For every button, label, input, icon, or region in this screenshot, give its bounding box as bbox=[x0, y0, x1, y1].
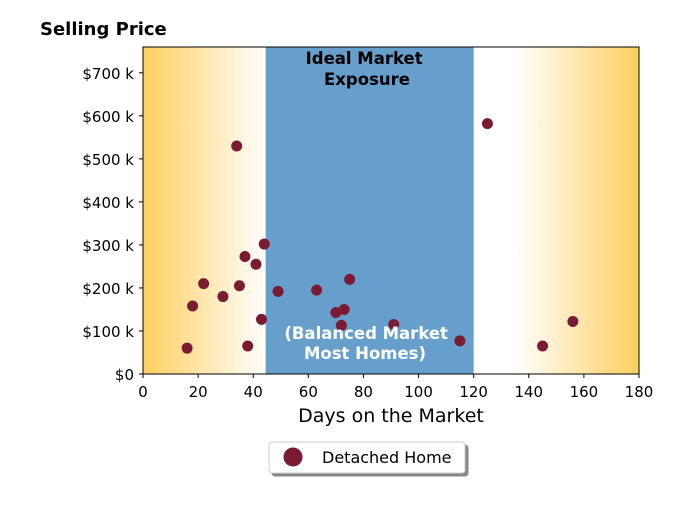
ideal-market-band bbox=[265, 47, 474, 374]
y-tick-label: $700 k bbox=[82, 65, 134, 83]
data-point-3 bbox=[198, 278, 210, 290]
x-tick-label: 20 bbox=[189, 383, 208, 401]
plot-frame bbox=[142, 46, 640, 375]
y-tick-label: $400 k bbox=[82, 194, 134, 212]
data-point-1 bbox=[181, 342, 193, 354]
data-point-8 bbox=[242, 340, 254, 352]
x-tick-label: 160 bbox=[570, 383, 599, 401]
y-tick-label: $200 k bbox=[82, 280, 134, 298]
x-tick-label: 100 bbox=[404, 383, 433, 401]
x-tick-label: 140 bbox=[514, 383, 543, 401]
band-label-line-1: Ideal Market bbox=[306, 49, 423, 68]
data-point-2 bbox=[187, 300, 199, 312]
x-tick-label: 60 bbox=[299, 383, 318, 401]
band-label-line-2: Exposure bbox=[324, 70, 410, 89]
legend-label: Detached Home bbox=[322, 448, 452, 467]
annotation-line-1: (Balanced Market bbox=[284, 324, 448, 343]
x-tick-label: 80 bbox=[354, 383, 373, 401]
x-axis-title: Days on the Market bbox=[298, 405, 484, 427]
legend: Detached Home bbox=[268, 441, 466, 474]
data-point-15 bbox=[335, 319, 347, 331]
data-point-13 bbox=[311, 284, 323, 296]
data-point-20 bbox=[481, 118, 493, 130]
data-point-17 bbox=[344, 273, 356, 285]
legend-marker bbox=[283, 447, 303, 467]
legend-box bbox=[268, 441, 466, 474]
y-tick-label: $500 k bbox=[82, 151, 134, 169]
band-label: Ideal Market Exposure bbox=[306, 49, 429, 89]
data-point-16 bbox=[338, 303, 350, 315]
y-axis: $0 $100 k $200 k $300 k $400 k $500 k $600 k $7… bbox=[82, 65, 143, 384]
annotation: (Balanced Market Most Homes) bbox=[284, 324, 453, 363]
x-axis: 0 20 40 60 80 100 120 140 160 180 bbox=[138, 374, 653, 401]
data-point-18 bbox=[388, 319, 400, 331]
x-tick-label: 40 bbox=[244, 383, 263, 401]
data-point-19 bbox=[454, 335, 466, 347]
x-tick-label: 0 bbox=[138, 383, 148, 401]
data-point-14 bbox=[330, 306, 342, 318]
data-point-4 bbox=[217, 291, 229, 303]
chart-title: Selling Price bbox=[40, 19, 167, 40]
y-tick-label: $600 k bbox=[82, 108, 134, 126]
data-point-6 bbox=[233, 280, 245, 292]
x-tick-label: 180 bbox=[625, 383, 654, 401]
data-point-7 bbox=[239, 251, 251, 263]
data-point-11 bbox=[258, 238, 270, 250]
data-point-9 bbox=[250, 258, 262, 270]
x-tick-label: 120 bbox=[459, 383, 488, 401]
data-point-22 bbox=[567, 316, 579, 328]
y-tick-label: $100 k bbox=[82, 323, 134, 341]
y-tick-label: $300 k bbox=[82, 237, 134, 255]
data-point-5 bbox=[231, 140, 243, 152]
data-points bbox=[181, 118, 579, 354]
data-point-10 bbox=[255, 313, 267, 325]
data-point-12 bbox=[272, 285, 284, 297]
y-tick-label: $0 bbox=[115, 366, 134, 384]
data-point-21 bbox=[537, 340, 549, 352]
annotation-line-2: Most Homes) bbox=[304, 344, 426, 363]
